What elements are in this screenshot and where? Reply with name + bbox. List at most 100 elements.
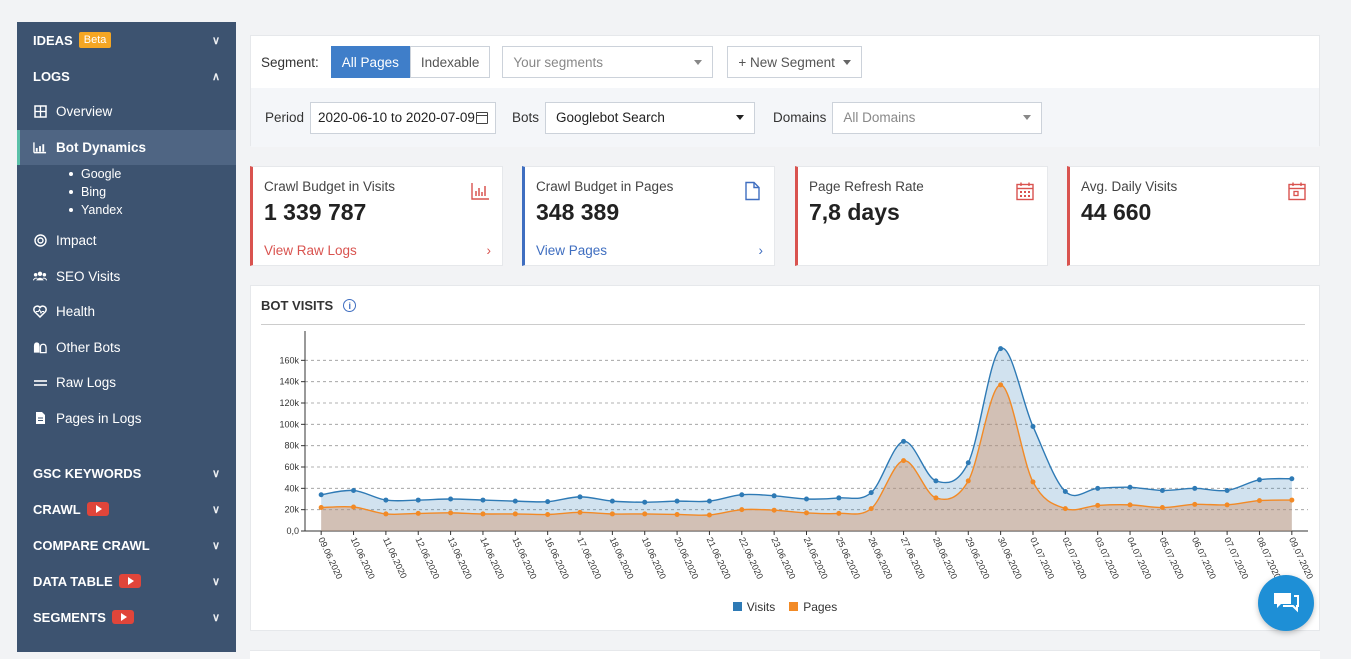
data-point-pages bbox=[1095, 502, 1101, 508]
period-input[interactable]: 2020-06-10 to 2020-07-09 bbox=[310, 101, 497, 134]
chat-icon bbox=[1274, 593, 1299, 613]
sidebar-item-impact[interactable]: Impact bbox=[17, 223, 236, 259]
sidebar-item-label: SEO Visits bbox=[56, 268, 121, 284]
data-point-pages bbox=[868, 506, 874, 512]
file-icon bbox=[33, 411, 47, 425]
users-icon bbox=[33, 269, 47, 283]
subitem-yandex[interactable]: Yandex bbox=[69, 201, 236, 219]
sidebar-section-segments[interactable]: SEGMENTS ∨ bbox=[17, 599, 236, 635]
bots-select[interactable]: Googlebot Search bbox=[545, 101, 756, 134]
sidebar-item-seo-visits[interactable]: SEO Visits bbox=[17, 259, 236, 295]
view-pages-link[interactable]: View Pages › bbox=[536, 243, 763, 258]
indexable-button[interactable]: Indexable bbox=[409, 46, 491, 78]
domains-select[interactable]: All Domains bbox=[832, 101, 1043, 134]
view-raw-logs-link[interactable]: View Raw Logs › bbox=[264, 243, 491, 258]
caret-down-icon bbox=[736, 115, 745, 120]
chart-legend: Visits Pages bbox=[251, 600, 1319, 614]
data-point-pages bbox=[512, 511, 518, 517]
caret-down-icon bbox=[694, 59, 703, 65]
sidebar-section-gsc-keywords[interactable]: GSC KEYWORDS ∨ bbox=[17, 455, 236, 491]
sidebar-item-health[interactable]: Health bbox=[17, 294, 236, 330]
chart-title: BOT VISITS i bbox=[261, 298, 357, 313]
x-tick-label: 11.06.2020 bbox=[381, 536, 409, 580]
kpi-crawl-budget-pages: Crawl Budget in Pages 348 389 View Pages… bbox=[522, 166, 775, 266]
caret-down-icon bbox=[1023, 115, 1032, 120]
sidebar-section-logs[interactable]: LOGS ∧ bbox=[17, 58, 236, 94]
sidebar-section-ideas[interactable]: IDEAS Beta ∨ bbox=[17, 22, 236, 58]
x-tick-label: 02.07.2020 bbox=[1061, 536, 1089, 581]
sidebar-item-other-bots[interactable]: Other Bots bbox=[17, 330, 236, 366]
data-point-pages bbox=[1224, 502, 1230, 508]
chevron-down-icon: ∨ bbox=[211, 611, 220, 624]
data-point-pages bbox=[642, 511, 648, 517]
data-point-pages bbox=[448, 510, 454, 516]
x-tick-label: 06.07.2020 bbox=[1190, 536, 1218, 581]
logs-label: LOGS bbox=[33, 68, 70, 84]
domains-label: Domains bbox=[773, 110, 827, 125]
subitem-google[interactable]: Google bbox=[69, 165, 236, 183]
ideas-label: IDEAS bbox=[33, 32, 73, 48]
x-tick-label: 20.06.2020 bbox=[672, 536, 700, 581]
bot-visits-card: BOT VISITS i 0,0 20k 40k 60k 80k 100k 120k 140k… bbox=[250, 285, 1320, 631]
sidebar-section-compare-crawl[interactable]: COMPARE CRAWL ∨ bbox=[17, 527, 236, 563]
file-icon bbox=[745, 181, 760, 201]
video-icon[interactable] bbox=[86, 502, 109, 516]
data-point-visits bbox=[1224, 487, 1230, 493]
section-label: COMPARE CRAWL bbox=[33, 537, 150, 553]
sidebar-item-pages-in-logs[interactable]: Pages in Logs bbox=[17, 401, 236, 437]
segments-select[interactable]: Your segments bbox=[502, 46, 714, 78]
data-point-visits bbox=[512, 498, 518, 504]
data-point-visits bbox=[1256, 477, 1262, 483]
legend-visits[interactable]: Visits bbox=[732, 600, 775, 614]
data-point-pages bbox=[933, 495, 939, 501]
kpi-value: 1 339 787 bbox=[264, 199, 367, 225]
data-point-visits bbox=[804, 496, 809, 502]
data-point-visits bbox=[965, 460, 971, 466]
data-point-pages bbox=[1159, 505, 1165, 511]
data-point-visits bbox=[836, 495, 842, 501]
next-card-edge bbox=[250, 650, 1320, 659]
bot-visits-chart: 0,0 20k 40k 60k 80k 100k 120k 140k 160k 09.06.202… bbox=[279, 331, 1315, 581]
x-tick-label: 23.06.2020 bbox=[769, 536, 797, 581]
info-icon[interactable]: i bbox=[343, 299, 357, 312]
sidebar-item-overview[interactable]: Overview bbox=[17, 94, 236, 130]
video-icon[interactable] bbox=[111, 610, 134, 624]
sidebar-item-bot-dynamics[interactable]: Bot Dynamics bbox=[17, 129, 236, 165]
x-tick-label: 27.06.2020 bbox=[899, 536, 927, 581]
new-segment-button[interactable]: + New Segment bbox=[727, 46, 862, 78]
x-tick-label: 05.07.2020 bbox=[1158, 536, 1186, 581]
sidebar-section-crawl[interactable]: CRAWL ∨ bbox=[17, 491, 236, 527]
subitem-bing[interactable]: Bing bbox=[69, 183, 236, 201]
data-point-pages bbox=[706, 512, 712, 518]
segment-toggle: All Pages Indexable bbox=[330, 46, 491, 78]
x-tick-label: 07.07.2020 bbox=[1222, 536, 1250, 581]
sidebar-section-data-table[interactable]: DATA TABLE ∨ bbox=[17, 563, 236, 599]
kpi-value: 348 389 bbox=[536, 199, 620, 225]
y-tick-label: 60k bbox=[284, 462, 299, 472]
x-tick-label: 25.06.2020 bbox=[834, 536, 862, 581]
legend-pages[interactable]: Pages bbox=[789, 600, 837, 614]
kpi-crawl-budget-visits: Crawl Budget in Visits 1 339 787 View Ra… bbox=[250, 166, 503, 266]
chart-icon bbox=[33, 140, 47, 154]
x-tick-label: 21.06.2020 bbox=[705, 536, 733, 581]
grid-icon bbox=[33, 105, 47, 119]
y-tick-label: 100k bbox=[279, 419, 299, 429]
sidebar-item-raw-logs[interactable]: Raw Logs bbox=[17, 365, 236, 401]
data-point-pages bbox=[1192, 501, 1198, 507]
data-point-visits bbox=[674, 498, 680, 504]
data-point-visits bbox=[480, 497, 486, 503]
new-segment-label: + New Segment bbox=[738, 54, 835, 70]
data-point-visits bbox=[868, 490, 874, 496]
chat-button[interactable] bbox=[1258, 575, 1314, 631]
data-point-pages bbox=[771, 507, 777, 513]
x-tick-label: 08.07.2020 bbox=[1255, 536, 1283, 581]
x-tick-label: 28.06.2020 bbox=[931, 536, 959, 581]
x-tick-label: 15.06.2020 bbox=[510, 536, 538, 581]
data-point-pages bbox=[1289, 497, 1295, 503]
all-pages-button[interactable]: All Pages bbox=[330, 46, 410, 78]
x-tick-label: 12.06.2020 bbox=[413, 536, 441, 581]
data-point-visits bbox=[642, 499, 648, 505]
video-icon[interactable] bbox=[118, 574, 141, 588]
x-tick-label: 18.06.2020 bbox=[608, 536, 636, 581]
data-point-visits bbox=[998, 346, 1004, 352]
